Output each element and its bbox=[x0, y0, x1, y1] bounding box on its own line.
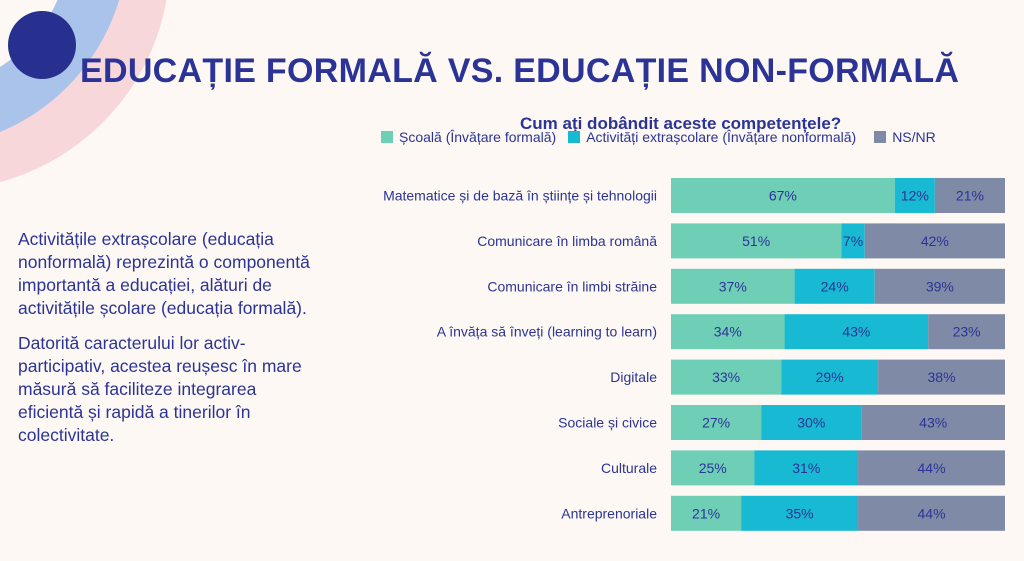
bar-segment-a-invata-sa-inveti-learning-to-s2 bbox=[928, 314, 1005, 350]
bar-segment-sociale-si-civice-s0 bbox=[671, 405, 762, 440]
chart-legend: Școală (Învățare formală) Activități ext… bbox=[381, 128, 936, 146]
legend-item-nsnr: NS/NR bbox=[874, 129, 936, 145]
bar-segment-culturale-s2 bbox=[858, 450, 1005, 486]
category-label-antreprenoriale: Antreprenoriale bbox=[561, 505, 657, 521]
data-label-comunicare-in-limba-romana-s1: 7% bbox=[843, 233, 863, 249]
stacked-bar-chart: Matematice și de bază în științe și tehn… bbox=[383, 178, 1005, 531]
bar-segment-culturale-s1 bbox=[754, 450, 859, 486]
legend-label-nonformal: Activități extrașcolare (Învățare nonfor… bbox=[586, 129, 857, 145]
legend-label-nsnr: NS/NR bbox=[892, 129, 936, 145]
bar-segment-antreprenoriale-s2 bbox=[858, 495, 1005, 531]
category-label-comunicare-in-limba-romana: Comunicare în limba română bbox=[477, 233, 657, 249]
data-label-matematice-si-de-baza-in-stiin-s2: 21% bbox=[956, 188, 984, 204]
legend-item-nonformal: Activități extrașcolare (Învățare nonfor… bbox=[568, 129, 856, 145]
bar-segment-digitale-s0 bbox=[671, 359, 782, 395]
data-label-sociale-si-civice-s0: 27% bbox=[702, 415, 730, 431]
data-label-a-invata-sa-inveti-learning-to-s1: 43% bbox=[842, 324, 870, 340]
data-label-antreprenoriale-s0: 21% bbox=[692, 505, 720, 521]
category-label-culturale: Culturale bbox=[601, 460, 657, 476]
category-label-sociale-si-civice: Sociale și civice bbox=[558, 415, 657, 431]
bar-segment-digitale-s2 bbox=[878, 359, 1005, 395]
data-label-comunicare-in-limbi-straine-s2: 39% bbox=[926, 278, 954, 294]
bar-segment-matematice-si-de-baza-in-stiin-s2 bbox=[934, 178, 1005, 213]
data-label-comunicare-in-limbi-straine-s1: 24% bbox=[821, 278, 849, 294]
bar-segment-sociale-si-civice-s1 bbox=[761, 405, 862, 440]
data-label-comunicare-in-limbi-straine-s0: 37% bbox=[719, 278, 747, 294]
chart-title: Cum ați dobândit aceste competențele? bbox=[520, 114, 842, 133]
data-label-digitale-s2: 38% bbox=[928, 369, 956, 385]
bar-segment-antreprenoriale-s0 bbox=[671, 495, 742, 531]
data-label-a-invata-sa-inveti-learning-to-s0: 34% bbox=[714, 324, 742, 340]
bar-segment-comunicare-in-limbi-straine-s0 bbox=[671, 268, 795, 304]
bar-segment-digitale-s1 bbox=[781, 359, 879, 395]
data-label-antreprenoriale-s1: 35% bbox=[786, 505, 814, 521]
data-label-culturale-s2: 44% bbox=[918, 460, 946, 476]
legend-swatch-nonformal bbox=[568, 131, 581, 143]
legend-item-formal: Școală (Învățare formală) bbox=[381, 129, 556, 145]
bar-segment-comunicare-in-limbi-straine-s2 bbox=[874, 268, 1005, 304]
category-label-comunicare-in-limbi-straine: Comunicare în limbi străine bbox=[487, 278, 657, 294]
bar-segment-a-invata-sa-inveti-learning-to-s1 bbox=[784, 314, 929, 350]
legend-swatch-formal bbox=[381, 131, 393, 143]
data-label-antreprenoriale-s2: 44% bbox=[918, 505, 946, 521]
bar-segment-comunicare-in-limba-romana-s2 bbox=[864, 223, 1005, 259]
data-label-a-invata-sa-inveti-learning-to-s2: 23% bbox=[953, 324, 981, 340]
data-label-sociale-si-civice-s2: 43% bbox=[919, 415, 947, 431]
bar-segment-comunicare-in-limbi-straine-s1 bbox=[794, 268, 875, 304]
data-label-culturale-s1: 31% bbox=[792, 460, 820, 476]
bar-segment-comunicare-in-limba-romana-s0 bbox=[671, 223, 842, 259]
category-label-a-invata-sa-inveti-learning-to: A învăța să înveți (learning to learn) bbox=[437, 324, 657, 340]
bar-segment-a-invata-sa-inveti-learning-to-s0 bbox=[671, 314, 785, 350]
bar-segment-antreprenoriale-s1 bbox=[741, 495, 859, 531]
category-label-digitale: Digitale bbox=[610, 369, 657, 385]
bar-segment-sociale-si-civice-s2 bbox=[861, 405, 1005, 440]
data-label-comunicare-in-limba-romana-s0: 51% bbox=[742, 233, 770, 249]
bar-segment-comunicare-in-limba-romana-s1 bbox=[841, 223, 865, 259]
data-label-digitale-s1: 29% bbox=[816, 369, 844, 385]
decorative-shapes bbox=[0, 0, 200, 240]
data-label-sociale-si-civice-s1: 30% bbox=[797, 415, 825, 431]
data-label-digitale-s0: 33% bbox=[712, 369, 740, 385]
data-label-culturale-s0: 25% bbox=[699, 460, 727, 476]
decorative-arcs-icon bbox=[0, 0, 167, 183]
data-label-matematice-si-de-baza-in-stiin-s1: 12% bbox=[901, 188, 929, 204]
bar-segment-culturale-s0 bbox=[671, 450, 755, 486]
data-label-matematice-si-de-baza-in-stiin-s0: 67% bbox=[769, 188, 797, 204]
bar-segment-matematice-si-de-baza-in-stiin-s0 bbox=[671, 178, 895, 213]
legend-swatch-nsnr bbox=[874, 131, 887, 143]
category-label-matematice-si-de-baza-in-stiin: Matematice și de bază în științe și tehn… bbox=[383, 188, 657, 204]
navy-circle-shape bbox=[8, 11, 76, 79]
slide-title: EDUCAȚIE FORMALĂ VS. EDUCAȚIE NON-FORMAL… bbox=[80, 52, 960, 90]
description-text: Activitățile extrașcolare (educația nonf… bbox=[18, 228, 318, 459]
paragraph-1: Activitățile extrașcolare (educația nonf… bbox=[18, 229, 310, 318]
paragraph-2: Datorită caracterului lor activ-particip… bbox=[18, 333, 302, 445]
data-label-comunicare-in-limba-romana-s2: 42% bbox=[921, 233, 949, 249]
bar-segment-matematice-si-de-baza-in-stiin-s1 bbox=[894, 178, 935, 213]
legend-label-formal: Școală (Învățare formală) bbox=[399, 129, 557, 145]
